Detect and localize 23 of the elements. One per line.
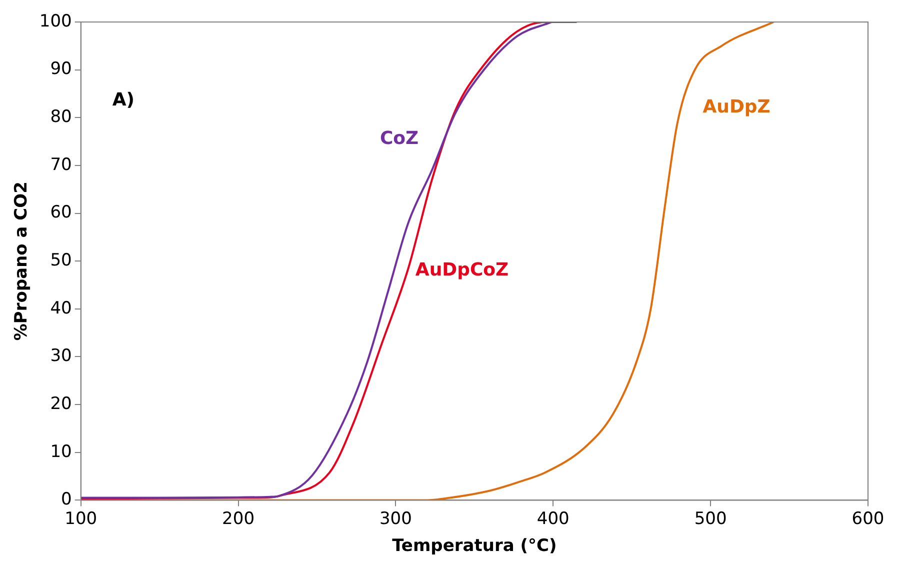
- y-tick-label: 10: [50, 442, 72, 462]
- y-tick-label: 0: [61, 490, 72, 510]
- y-tick-label: 70: [50, 154, 72, 175]
- x-axis-title: Temperatura (°C): [392, 536, 557, 556]
- x-tick-label: 500: [694, 508, 727, 529]
- y-tick-label: 20: [50, 394, 72, 414]
- y-tick-label: 100: [39, 11, 72, 32]
- y-tick-label: 60: [50, 202, 72, 223]
- x-tick-label: 400: [536, 508, 570, 529]
- x-tick-label: 300: [379, 508, 412, 529]
- annotation: A): [112, 90, 135, 111]
- y-tick-label: 90: [50, 59, 72, 80]
- series-label: CoZ: [380, 128, 419, 149]
- y-tick-label: 50: [50, 250, 72, 271]
- series-label: AuDpCoZ: [415, 259, 509, 280]
- x-tick-label: 600: [852, 508, 884, 529]
- y-tick-label: 30: [50, 346, 72, 366]
- y-tick-label: 40: [50, 298, 72, 318]
- y-tick-label: 80: [50, 107, 72, 128]
- series-label: AuDpZ: [702, 96, 770, 118]
- x-tick-label: 100: [64, 508, 98, 529]
- x-tick-label: 200: [222, 508, 255, 529]
- y-axis-title: %Propano a CO2: [12, 182, 32, 341]
